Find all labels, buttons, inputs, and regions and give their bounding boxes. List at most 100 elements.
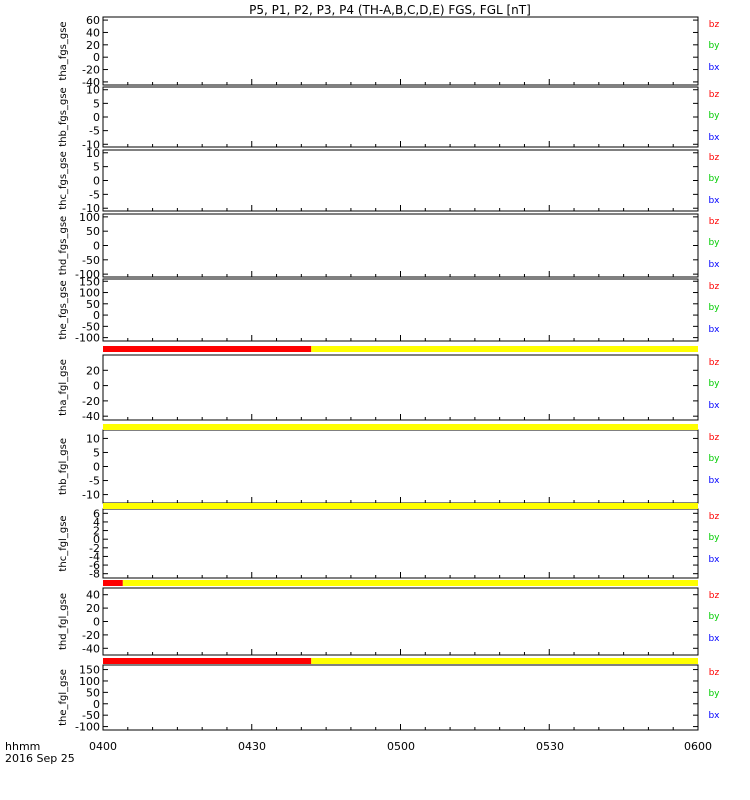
y-tick-label: -5 (89, 475, 100, 488)
legend-by: by (708, 689, 720, 699)
y-tick-label: -50 (82, 254, 100, 267)
legend-bz: bz (709, 282, 720, 292)
flag-yellow-segment (103, 503, 698, 509)
y-axis-label: thb_fgl_gse (58, 438, 69, 495)
y-tick-label: -50 (82, 320, 100, 333)
legend-bx: bx (708, 196, 720, 206)
legend-bx: bx (708, 401, 720, 411)
legend-by: by (708, 111, 720, 121)
plot-title: P5, P1, P2, P3, P4 (TH-A,B,C,D,E) FGS, F… (249, 3, 531, 17)
y-tick-label: 0 (93, 111, 100, 124)
y-tick-label: -20 (82, 629, 100, 642)
legend-by: by (708, 174, 720, 184)
flag-yellow-segment (103, 424, 698, 430)
legend-by: by (708, 454, 720, 464)
legend-by: by (708, 41, 720, 51)
y-tick-label: 20 (86, 602, 100, 615)
quality-flag-bar-thd_fgl_gse (103, 658, 698, 664)
y-tick-label: -100 (75, 721, 100, 734)
legend-bx: bx (708, 325, 720, 335)
y-tick-label: 0 (93, 380, 100, 393)
y-tick-label: -40 (82, 642, 100, 655)
y-axis-label: the_fgs_gse (58, 280, 69, 339)
y-tick-label: 4 (93, 516, 100, 529)
x-tick-label-0600: 0600 (684, 740, 712, 753)
legend-by: by (708, 612, 720, 622)
y-axis-label: thc_fgl_gse (58, 515, 69, 571)
y-axis-label: thd_fgl_gse (58, 593, 69, 650)
y-tick-label: 0 (93, 698, 100, 711)
legend-bx: bx (708, 260, 720, 270)
y-tick-label: 150 (79, 664, 100, 677)
panel-frame (102, 16, 699, 86)
y-axis-label: tha_fgl_gse (58, 359, 69, 416)
panel-frame (102, 664, 699, 731)
y-tick-label: 50 (86, 225, 100, 238)
y-tick-label: -100 (75, 332, 100, 345)
legend-by: by (708, 238, 720, 248)
x-axis-date: 2016 Sep 25 (5, 752, 75, 765)
quality-flag-bar-thb_fgl_gse (103, 503, 698, 509)
x-tick-label-0500: 0500 (387, 740, 415, 753)
y-tick-label: -40 (82, 410, 100, 423)
y-tick-label: 0 (93, 461, 100, 474)
legend-bz: bz (709, 90, 720, 100)
y-tick-label: -20 (82, 395, 100, 408)
panel-frame (102, 508, 699, 579)
legend-bz: bz (709, 153, 720, 163)
legend-bx: bx (708, 555, 720, 565)
y-tick-label: 10 (86, 84, 100, 97)
legend-bz: bz (709, 358, 720, 368)
y-tick-label: 60 (86, 14, 100, 27)
flag-red-segment (103, 580, 123, 586)
y-tick-label: -6 (89, 559, 100, 572)
y-tick-label: -100 (75, 268, 100, 281)
flag-red-segment (103, 346, 312, 352)
y-tick-label: 2 (93, 525, 100, 538)
y-tick-label: 10 (86, 147, 100, 160)
legend-bz: bz (709, 217, 720, 227)
flag-yellow-segment (122, 580, 699, 586)
y-tick-label: 50 (86, 298, 100, 311)
y-tick-label: -4 (89, 550, 100, 563)
y-tick-label: 6 (93, 507, 100, 520)
quality-flag-bar-tha_fgl_gse (103, 424, 698, 430)
y-tick-label: 5 (93, 161, 100, 174)
panel-frame (102, 149, 699, 212)
panel-frame (102, 278, 699, 342)
y-tick-label: -2 (89, 542, 100, 555)
y-tick-label: 5 (93, 97, 100, 110)
legend-by: by (708, 303, 720, 313)
y-tick-label: 100 (79, 287, 100, 300)
y-tick-label: -10 (82, 202, 100, 215)
y-tick-label: -40 (82, 76, 100, 89)
y-axis-label: the_fgl_gse (58, 669, 69, 726)
flag-yellow-segment (311, 658, 698, 664)
panel-frame (102, 429, 699, 504)
legend-bz: bz (709, 668, 720, 678)
legend-bz: bz (709, 20, 720, 30)
y-tick-label: 150 (79, 275, 100, 288)
y-tick-label: 0 (93, 175, 100, 188)
y-tick-label: 100 (79, 675, 100, 688)
flag-red-segment (103, 658, 312, 664)
legend-bx: bx (708, 711, 720, 721)
y-tick-label: 5 (93, 446, 100, 459)
panel-frame (102, 587, 699, 656)
y-axis-label: thc_fgs_gse (58, 151, 69, 210)
legend-bx: bx (708, 133, 720, 143)
panel-frame (102, 213, 699, 278)
y-tick-label: 40 (86, 26, 100, 39)
legend-bx: bx (708, 634, 720, 644)
x-axis-label: hhmm (5, 740, 40, 753)
x-tick-label-0400: 0400 (89, 740, 117, 753)
legend-by: by (708, 379, 720, 389)
y-tick-label: 0 (93, 309, 100, 322)
